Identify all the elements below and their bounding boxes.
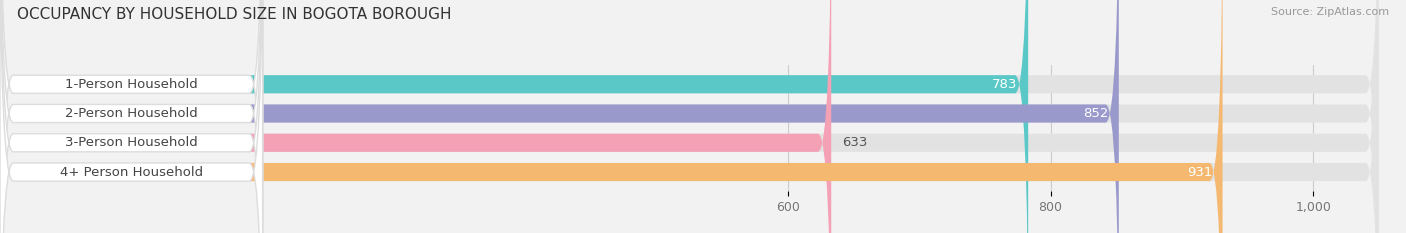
FancyBboxPatch shape — [0, 0, 263, 233]
Text: 931: 931 — [1187, 165, 1212, 178]
Text: 2-Person Household: 2-Person Household — [65, 107, 198, 120]
FancyBboxPatch shape — [0, 0, 831, 233]
Text: 783: 783 — [993, 78, 1018, 91]
Text: 4+ Person Household: 4+ Person Household — [59, 165, 202, 178]
FancyBboxPatch shape — [0, 0, 263, 233]
FancyBboxPatch shape — [0, 0, 1223, 233]
FancyBboxPatch shape — [0, 0, 1119, 233]
Text: Source: ZipAtlas.com: Source: ZipAtlas.com — [1271, 7, 1389, 17]
Text: 852: 852 — [1083, 107, 1108, 120]
Text: 3-Person Household: 3-Person Household — [65, 136, 198, 149]
Text: 633: 633 — [842, 136, 868, 149]
FancyBboxPatch shape — [0, 0, 263, 233]
Text: 1-Person Household: 1-Person Household — [65, 78, 198, 91]
Text: OCCUPANCY BY HOUSEHOLD SIZE IN BOGOTA BOROUGH: OCCUPANCY BY HOUSEHOLD SIZE IN BOGOTA BO… — [17, 7, 451, 22]
FancyBboxPatch shape — [0, 0, 263, 233]
FancyBboxPatch shape — [0, 0, 1028, 233]
